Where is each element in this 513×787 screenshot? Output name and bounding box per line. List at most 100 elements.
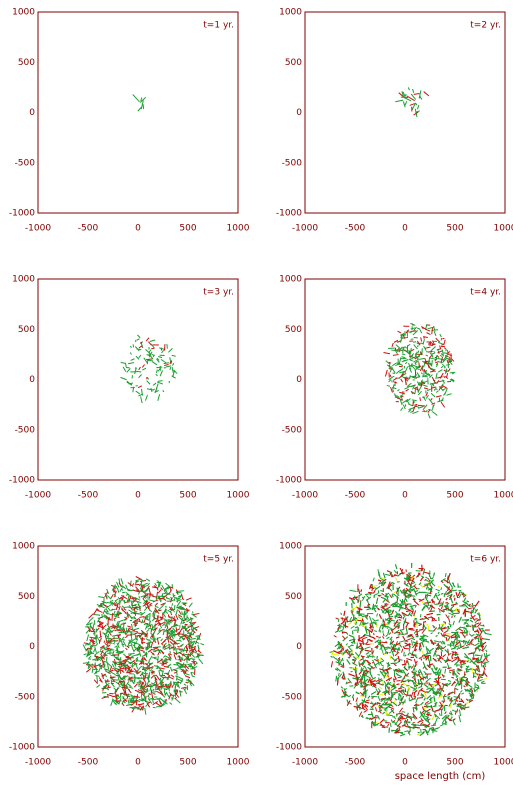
branch	[484, 645, 487, 650]
branch	[392, 651, 393, 656]
branch	[421, 718, 423, 720]
branch	[174, 605, 175, 609]
branch	[409, 614, 412, 616]
x-tick-label: -1000	[292, 224, 318, 234]
branch	[366, 652, 369, 654]
branch	[165, 623, 166, 626]
branch	[146, 630, 149, 632]
branch	[148, 649, 152, 652]
branch	[128, 654, 135, 655]
branch	[356, 698, 358, 702]
y-tick-label: -1000	[276, 476, 302, 486]
growth-pattern	[330, 563, 492, 736]
branch	[144, 683, 146, 687]
branch	[476, 666, 478, 667]
branch	[169, 635, 170, 639]
branch	[383, 712, 385, 714]
branch	[360, 696, 364, 697]
branch	[130, 581, 131, 587]
branch	[455, 646, 459, 647]
branch	[137, 349, 142, 350]
branch	[122, 608, 123, 611]
branch	[132, 646, 134, 652]
branch	[425, 685, 429, 688]
branch	[448, 680, 451, 681]
branch	[406, 389, 409, 391]
branch	[426, 580, 429, 582]
branch	[161, 588, 163, 590]
x-tick-label: 500	[179, 224, 196, 234]
branch	[409, 358, 413, 359]
branch	[426, 395, 428, 398]
branch	[427, 695, 431, 699]
x-tick-label: -500	[345, 758, 366, 768]
branch	[374, 663, 377, 669]
branch	[431, 705, 433, 710]
branch	[432, 354, 433, 358]
branch	[440, 334, 442, 337]
branch	[133, 94, 140, 101]
branch	[369, 616, 371, 622]
branch	[452, 681, 455, 685]
branch	[92, 667, 93, 673]
branch	[406, 658, 412, 660]
branch	[375, 721, 376, 724]
branch	[414, 693, 415, 697]
branch	[115, 586, 116, 589]
branch	[481, 681, 484, 682]
branch	[410, 360, 413, 361]
branch	[185, 610, 189, 611]
branch	[429, 611, 435, 612]
branch	[164, 364, 168, 365]
x-tick-label: 0	[135, 758, 141, 768]
branch	[469, 634, 472, 637]
branch	[418, 350, 419, 352]
branch	[393, 355, 399, 356]
x-tick-label: -1000	[292, 758, 318, 768]
branch	[472, 603, 473, 605]
branch	[431, 725, 436, 726]
branch	[383, 626, 389, 627]
x-tick-label: -1000	[25, 758, 51, 768]
branch	[424, 671, 427, 674]
branch	[132, 624, 133, 629]
branch	[156, 706, 159, 707]
branch	[436, 589, 440, 590]
branch	[425, 692, 428, 693]
branch	[364, 710, 367, 712]
branch	[365, 647, 371, 649]
branch	[439, 610, 440, 612]
branch	[165, 611, 168, 614]
branch	[461, 699, 464, 703]
branch	[400, 734, 405, 736]
branch	[409, 408, 413, 410]
branch	[440, 373, 443, 379]
branch	[446, 394, 451, 396]
branch	[93, 623, 94, 628]
branch	[120, 597, 122, 598]
branch	[434, 697, 435, 700]
branch	[157, 638, 158, 645]
branch	[139, 355, 141, 358]
branch	[172, 376, 176, 378]
branch	[399, 371, 405, 372]
branch	[175, 676, 180, 678]
branch	[348, 646, 352, 651]
branch	[392, 368, 395, 373]
branch	[394, 570, 396, 573]
branch	[435, 653, 436, 657]
branch	[446, 586, 451, 591]
branch	[377, 614, 378, 617]
branch	[138, 704, 144, 705]
branch	[486, 650, 487, 652]
branch	[422, 369, 423, 372]
branch	[461, 693, 464, 694]
branch	[127, 681, 129, 683]
branch	[418, 405, 425, 406]
branch	[98, 618, 100, 619]
branch	[352, 668, 358, 669]
branch	[122, 671, 124, 672]
y-tick-label: -1000	[9, 743, 35, 753]
branch	[138, 107, 142, 111]
